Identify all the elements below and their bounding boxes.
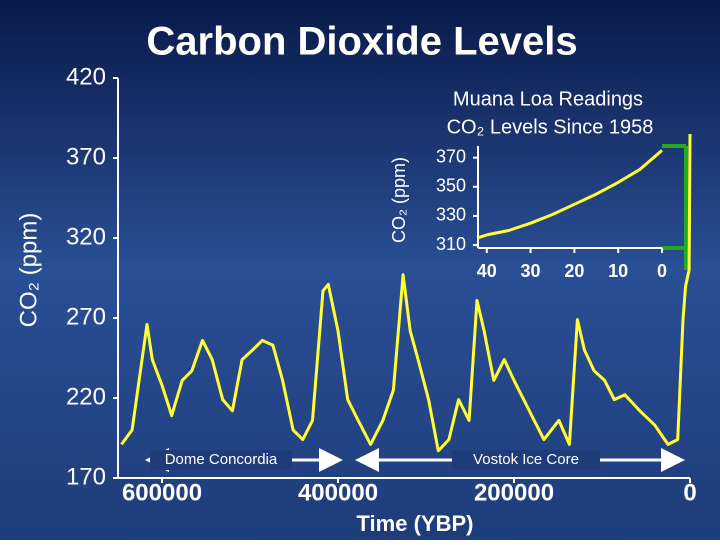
x-tick-label: 200000 (474, 479, 554, 506)
connector (662, 144, 688, 270)
annotation: Dome Concordia (165, 451, 278, 468)
label-bg (150, 450, 292, 470)
y-tick-label: 220 (66, 383, 106, 410)
y-axis-label: CO₂ (ppm) (15, 213, 42, 328)
inset-title: Muana Loa Readings (453, 88, 643, 110)
y-tick-label: 370 (66, 143, 106, 170)
label-bg (452, 450, 600, 470)
x-tick-label: 0 (683, 479, 696, 506)
x-tick-label: 400000 (298, 479, 378, 506)
y-tick-label: 370 (436, 146, 466, 166)
x-tick-label: 600000 (122, 479, 202, 506)
data-line (120, 133, 692, 453)
data-line (477, 149, 663, 240)
chart-title: Carbon Dioxide Levels (146, 20, 577, 64)
x-tick-label: 40 (477, 261, 497, 281)
x-tick-label: 20 (564, 261, 584, 281)
annotation: Vostok Ice Core (473, 451, 579, 468)
y-tick-label: 350 (436, 176, 466, 196)
y-tick-label: 420 (66, 63, 106, 90)
y-tick-label: 320 (66, 223, 106, 250)
x-tick-label: 30 (521, 261, 541, 281)
y-tick-label: 170 (66, 463, 106, 490)
y-tick-label: 330 (436, 205, 466, 225)
x-axis-label: Time (YBP) (357, 511, 474, 536)
y-tick-label: 270 (66, 303, 106, 330)
y-tick-label: 310 (436, 234, 466, 254)
x-tick-label: 10 (608, 261, 628, 281)
inset-y-axis-label: CO₂ (ppm) (389, 157, 409, 243)
x-tick-label: 0 (657, 261, 667, 281)
inset-subtitle: CO₂ Levels Since 1958 (447, 116, 654, 138)
